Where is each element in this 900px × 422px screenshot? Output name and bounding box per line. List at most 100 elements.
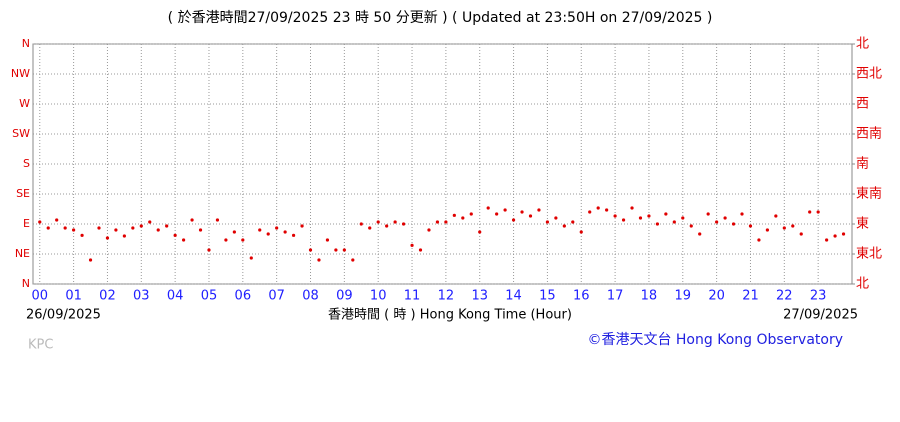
wind-direction-point xyxy=(334,248,338,252)
wind-direction-point xyxy=(198,228,203,232)
wind-direction-point xyxy=(452,213,456,217)
x-tick-label: 00 xyxy=(31,289,48,304)
wind-direction-point xyxy=(731,222,736,226)
x-tick-label: 12 xyxy=(438,289,455,304)
wind-direction-point xyxy=(393,220,397,224)
wind-direction-point xyxy=(342,248,346,252)
wind-direction-point xyxy=(190,218,194,222)
wind-direction-point xyxy=(182,238,186,242)
wind-direction-point xyxy=(808,210,812,214)
wind-direction-point xyxy=(630,206,634,210)
wind-direction-point xyxy=(605,208,609,212)
wind-direction-point xyxy=(165,224,169,228)
wind-direction-point xyxy=(621,218,626,222)
wind-direction-point xyxy=(782,226,786,230)
wind-direction-point xyxy=(72,228,76,232)
x-tick-label: 01 xyxy=(65,289,82,304)
x-tick-label: 21 xyxy=(742,289,759,304)
wind-direction-point xyxy=(816,210,820,214)
wind-direction-point xyxy=(706,212,710,216)
y-tick-label: E xyxy=(23,217,30,230)
wind-direction-point xyxy=(655,222,660,226)
wind-direction-point xyxy=(376,220,380,224)
wind-direction-point xyxy=(774,214,778,218)
x-tick-label: 13 xyxy=(471,289,488,304)
wind-direction-point xyxy=(757,238,761,242)
wind-direction-point xyxy=(825,238,829,242)
wind-direction-point xyxy=(308,248,313,252)
wind-direction-point xyxy=(215,218,220,222)
wind-direction-point xyxy=(368,226,372,230)
y-tick-label: NW xyxy=(11,67,30,80)
wind-direction-point xyxy=(478,230,482,234)
start-date: 26/09/2025 xyxy=(26,308,101,323)
y2-tick-label: 南 xyxy=(856,156,869,172)
wind-direction-point xyxy=(664,212,668,216)
y2-tick-label: 西北 xyxy=(856,67,882,82)
wind-direction-point xyxy=(291,233,296,237)
wind-direction-point xyxy=(486,206,490,210)
wind-direction-point xyxy=(723,216,727,220)
x-tick-label: 10 xyxy=(370,289,387,304)
wind-direction-point xyxy=(55,218,59,222)
wind-direction-point xyxy=(537,208,541,212)
wind-direction-point xyxy=(613,214,617,218)
wind-direction-point xyxy=(325,238,330,242)
wind-direction-point xyxy=(131,226,135,230)
wind-direction-point xyxy=(833,234,837,238)
wind-direction-point xyxy=(351,258,355,262)
wind-direction-point xyxy=(579,230,583,234)
wind-direction-point xyxy=(266,232,270,236)
wind-direction-point xyxy=(689,224,693,228)
wind-direction-point xyxy=(715,220,719,224)
credit: ©香港天文台 Hong Kong Observatory xyxy=(587,332,843,348)
wind-direction-point xyxy=(105,236,110,240)
y2-tick-label: 東南 xyxy=(856,186,882,202)
wind-direction-point xyxy=(258,228,262,232)
wind-direction-point xyxy=(545,220,550,224)
x-tick-label: 08 xyxy=(302,289,319,304)
x-tick-label: 07 xyxy=(268,289,285,304)
wind-direction-point xyxy=(647,214,651,218)
y2-tick-label: 北 xyxy=(856,277,869,292)
y-tick-label: SE xyxy=(16,187,30,200)
wind-direction-point xyxy=(469,212,473,216)
wind-direction-point xyxy=(461,216,465,220)
wind-direction-point xyxy=(359,222,363,226)
wind-direction-point xyxy=(410,243,414,247)
wind-direction-point xyxy=(681,216,685,220)
x-tick-label: 16 xyxy=(573,289,590,304)
y-tick-label: NE xyxy=(15,247,30,260)
wind-direction-point xyxy=(444,220,448,224)
y-tick-label: S xyxy=(23,157,30,170)
wind-direction-point xyxy=(283,230,287,234)
wind-direction-point xyxy=(224,238,228,242)
y-tick-label: SW xyxy=(12,127,30,140)
y-tick-label: N xyxy=(22,37,30,50)
wind-direction-point xyxy=(401,222,406,226)
wind-direction-point xyxy=(511,218,516,222)
wind-direction-point xyxy=(588,210,592,214)
wind-direction-point xyxy=(38,220,42,224)
end-date: 27/09/2025 xyxy=(783,308,858,323)
wind-direction-point xyxy=(46,226,50,230)
wind-direction-point xyxy=(88,258,93,262)
wind-direction-point xyxy=(317,258,321,262)
wind-direction-point xyxy=(740,212,744,216)
wind-direction-point xyxy=(80,233,84,237)
wind-direction-point xyxy=(791,224,795,228)
wind-direction-point xyxy=(748,224,753,228)
wind-direction-point xyxy=(841,232,846,236)
wind-direction-point xyxy=(418,248,423,252)
wind-direction-point xyxy=(596,206,600,210)
chart-title: ( 於香港時間27/09/2025 23 時 50 分更新 ) ( Update… xyxy=(168,10,713,26)
wind-direction-point xyxy=(427,228,431,232)
wind-direction-point xyxy=(122,234,126,238)
x-tick-label: 06 xyxy=(235,289,252,304)
wind-direction-point xyxy=(799,232,803,236)
x-tick-label: 04 xyxy=(167,289,184,304)
wind-direction-point xyxy=(385,224,389,228)
wind-direction-point xyxy=(241,238,245,242)
y2-tick-label: 東 xyxy=(856,216,869,232)
